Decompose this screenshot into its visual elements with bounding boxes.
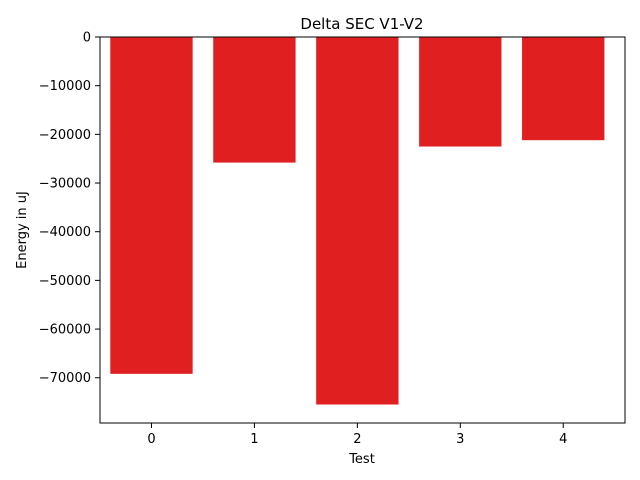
bar-1: [213, 37, 296, 163]
x-tick-label: 2: [353, 432, 361, 447]
y-axis-label: Energy in uJ: [15, 191, 30, 269]
x-axis-ticks: 0 1 2 3 4: [147, 423, 567, 447]
bar-4: [522, 37, 605, 141]
bars-group: [110, 37, 605, 405]
plot-frame: [99, 36, 626, 424]
y-tick-label: −30000: [39, 177, 91, 192]
chart-title: Delta SEC V1-V2: [300, 15, 423, 33]
y-tick-label: 0: [83, 31, 91, 46]
y-tick-label: −10000: [39, 79, 91, 94]
y-axis-ticks: 0 −10000 −20000 −30000 −40000 −50000 −60000 −70…: [39, 31, 100, 386]
y-tick-label: −20000: [39, 128, 91, 143]
bar-0: [110, 37, 193, 374]
x-tick-label: 3: [456, 432, 464, 447]
y-tick-label: −40000: [39, 225, 91, 240]
x-tick-label: 1: [250, 432, 258, 447]
bar-3: [419, 37, 502, 147]
x-tick-label: 0: [147, 432, 155, 447]
bar-2: [316, 37, 399, 405]
x-tick-label: 4: [559, 432, 567, 447]
y-tick-label: −70000: [39, 371, 91, 386]
y-tick-label: −50000: [39, 274, 91, 289]
x-axis-label: Test: [348, 452, 375, 467]
y-tick-label: −60000: [39, 323, 91, 338]
